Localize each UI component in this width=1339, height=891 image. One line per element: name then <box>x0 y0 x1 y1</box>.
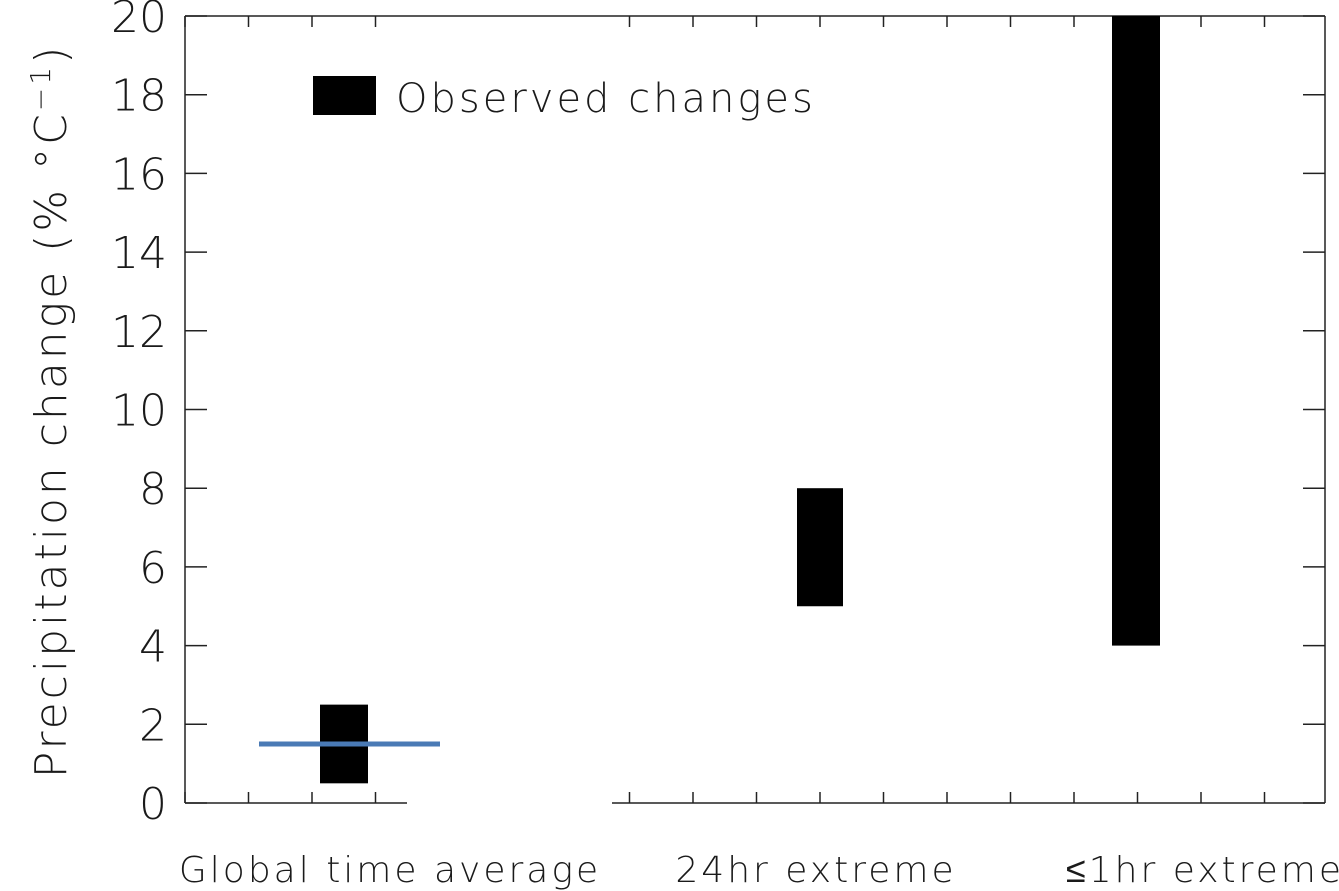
category-label: ≤1hr extreme <box>1066 850 1339 891</box>
y-tick-label: 12 <box>111 307 167 358</box>
y-tick-label: 0 <box>139 779 167 830</box>
y-tick-label: 8 <box>139 464 167 515</box>
bars <box>320 16 1160 784</box>
legend-swatch-observed <box>313 76 376 115</box>
y-tick-label: 16 <box>111 149 167 200</box>
y-tick-label: 18 <box>111 71 167 122</box>
bar-range <box>797 488 843 607</box>
y-axis-title: Precipitation change (% °C−1) <box>24 44 78 779</box>
x-axis-ticks <box>184 16 1266 803</box>
bar-range <box>1112 16 1160 646</box>
category-label: 24hr extreme <box>675 850 956 891</box>
legend: Observed changes <box>313 76 816 122</box>
category-label: Global time average <box>179 850 601 891</box>
y-tick-label: 6 <box>139 543 167 594</box>
y-tick-label: 4 <box>139 622 167 673</box>
y-tick-label: 20 <box>111 0 167 43</box>
y-tick-label: 10 <box>111 386 167 437</box>
legend-label-observed: Observed changes <box>396 76 816 122</box>
y-axis-ticks: 0 2 4 6 8 10 12 14 16 18 20 <box>111 0 1325 830</box>
y-tick-label: 14 <box>111 228 167 279</box>
category-labels: Global time average 24hr extreme ≤1hr extr… <box>179 850 1339 891</box>
y-tick-label: 2 <box>139 700 167 751</box>
